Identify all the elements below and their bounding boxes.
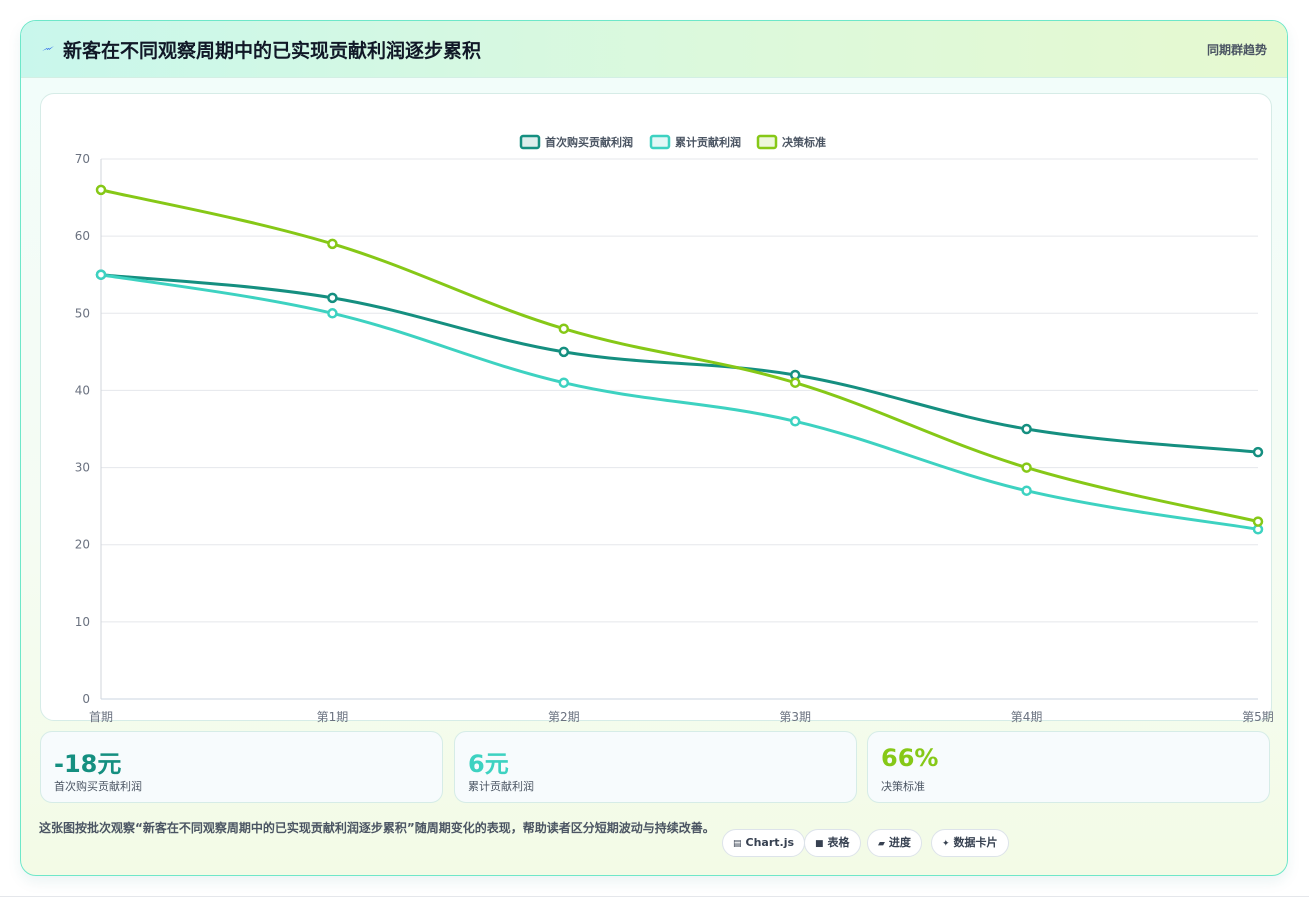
kpi-value: 6元: [468, 750, 509, 778]
data-point[interactable]: [789, 416, 801, 427]
data-point[interactable]: [327, 308, 338, 319]
data-point[interactable]: [558, 377, 570, 388]
kpi-card-cumulative: 6元 累计贡献利润: [454, 731, 857, 803]
kpi-value: -18元: [54, 750, 122, 778]
x-tick-label: 首期: [89, 710, 113, 724]
legend-swatch[interactable]: [519, 134, 541, 150]
sparkle-icon: ✦: [942, 839, 950, 849]
y-tick-label: 30: [75, 461, 90, 475]
data-point[interactable]: [789, 377, 801, 388]
x-tick-label: 第4期: [1011, 710, 1043, 724]
legend-label[interactable]: 决策标准: [782, 135, 826, 149]
series-line: [99, 273, 1260, 454]
data-point[interactable]: [95, 184, 107, 196]
data-point[interactable]: [1252, 446, 1264, 458]
lightning-icon: [42, 46, 54, 51]
kpi-label: 首次购买贡献利润: [54, 780, 142, 793]
table-icon: ■: [815, 839, 824, 849]
y-tick-label: 70: [75, 152, 90, 166]
y-tick-label: 20: [75, 538, 90, 552]
card-header: 新客在不同观察周期中的已实现贡献利润逐步累积 同期群趋势: [21, 21, 1287, 78]
chip-label: 表格: [827, 836, 850, 849]
data-point[interactable]: [558, 323, 570, 334]
y-tick-label: 40: [75, 383, 90, 397]
x-tick-label: 第3期: [779, 710, 811, 724]
chip-progress[interactable]: ▰ 进度: [867, 829, 922, 857]
series-line: [99, 188, 1260, 524]
data-point[interactable]: [95, 269, 107, 280]
chip-label: 数据卡片: [953, 836, 998, 849]
line-chart: 0 10 20 30 40 50 60 70 首期 第1期 第2期 第3期 第4期 第5期 首次购买贡献利润…: [75, 134, 1274, 724]
legend-label[interactable]: 累计贡献利润: [675, 135, 741, 149]
y-tick-label: 0: [82, 692, 90, 706]
x-tick-label: 第1期: [317, 710, 349, 724]
y-tick-label: 10: [75, 615, 90, 629]
legend-label[interactable]: 首次购买贡献利润: [545, 135, 633, 149]
chart-icon: ▤: [733, 839, 742, 849]
data-point[interactable]: [558, 346, 570, 358]
kpi-card-benchmark: 66% 决策标准: [867, 731, 1270, 803]
x-tick-label: 第2期: [548, 710, 580, 724]
chip-label: 进度: [888, 836, 911, 849]
legend-swatch[interactable]: [756, 134, 778, 150]
dashboard-card: 新客在不同观察周期中的已实现贡献利润逐步累积 同期群趋势 0 10 20 30 40 50…: [20, 20, 1288, 876]
chart-caption: 这张图按批次观察“新客在不同观察周期中的已实现贡献利润逐步累积”随周期变化的表现…: [39, 821, 715, 835]
data-point[interactable]: [1021, 485, 1032, 496]
legend-swatch[interactable]: [649, 134, 671, 150]
bottom-divider: [0, 896, 1309, 897]
kpi-value: 66%: [881, 744, 939, 772]
page-title: 新客在不同观察周期中的已实现贡献利润逐步累积: [63, 40, 482, 62]
chip-label: Chart.js: [745, 836, 795, 849]
kpi-label: 决策标准: [881, 780, 925, 793]
y-tick-label: 60: [75, 229, 90, 243]
cohort-trend-link[interactable]: 同期群趋势: [1206, 43, 1267, 57]
progress-icon: ▰: [878, 839, 885, 849]
chip-table[interactable]: ■ 表格: [804, 829, 861, 857]
kpi-card-first-purchase: -18元 首次购买贡献利润: [40, 731, 443, 803]
data-point[interactable]: [1021, 462, 1032, 473]
data-point[interactable]: [327, 292, 338, 304]
series-line: [99, 273, 1260, 531]
data-point[interactable]: [327, 238, 338, 250]
kpi-label: 累计贡献利润: [468, 780, 534, 793]
chart-panel: 0 10 20 30 40 50 60 70 首期 第1期 第2期 第3期 第4期 第5期 首次购买贡献利润…: [40, 93, 1274, 724]
chip-data-card[interactable]: ✦ 数据卡片: [931, 829, 1009, 857]
data-point[interactable]: [1252, 516, 1264, 527]
chip-chartjs[interactable]: ▤ Chart.js: [722, 829, 806, 857]
data-point[interactable]: [1021, 423, 1032, 435]
y-tick-label: 50: [75, 306, 90, 320]
x-tick-label: 第5期: [1242, 710, 1274, 724]
